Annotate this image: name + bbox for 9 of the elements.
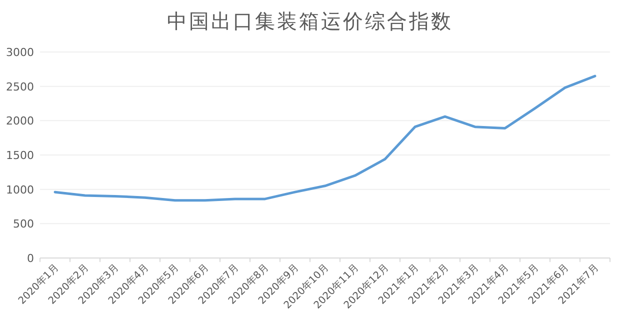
line-series [54,74,596,202]
y-tick-label: 500 [13,218,34,231]
y-tick-label: 2500 [6,80,34,94]
y-tick-label: 0 [27,252,34,265]
chart-title: 中国出口集装箱运价综合指数 [167,9,453,33]
y-tick-label: 3000 [6,46,34,59]
y-tick-label: 1500 [6,149,34,162]
y-tick-label: 2000 [6,114,34,128]
y-tick-label: 1000 [6,183,34,196]
